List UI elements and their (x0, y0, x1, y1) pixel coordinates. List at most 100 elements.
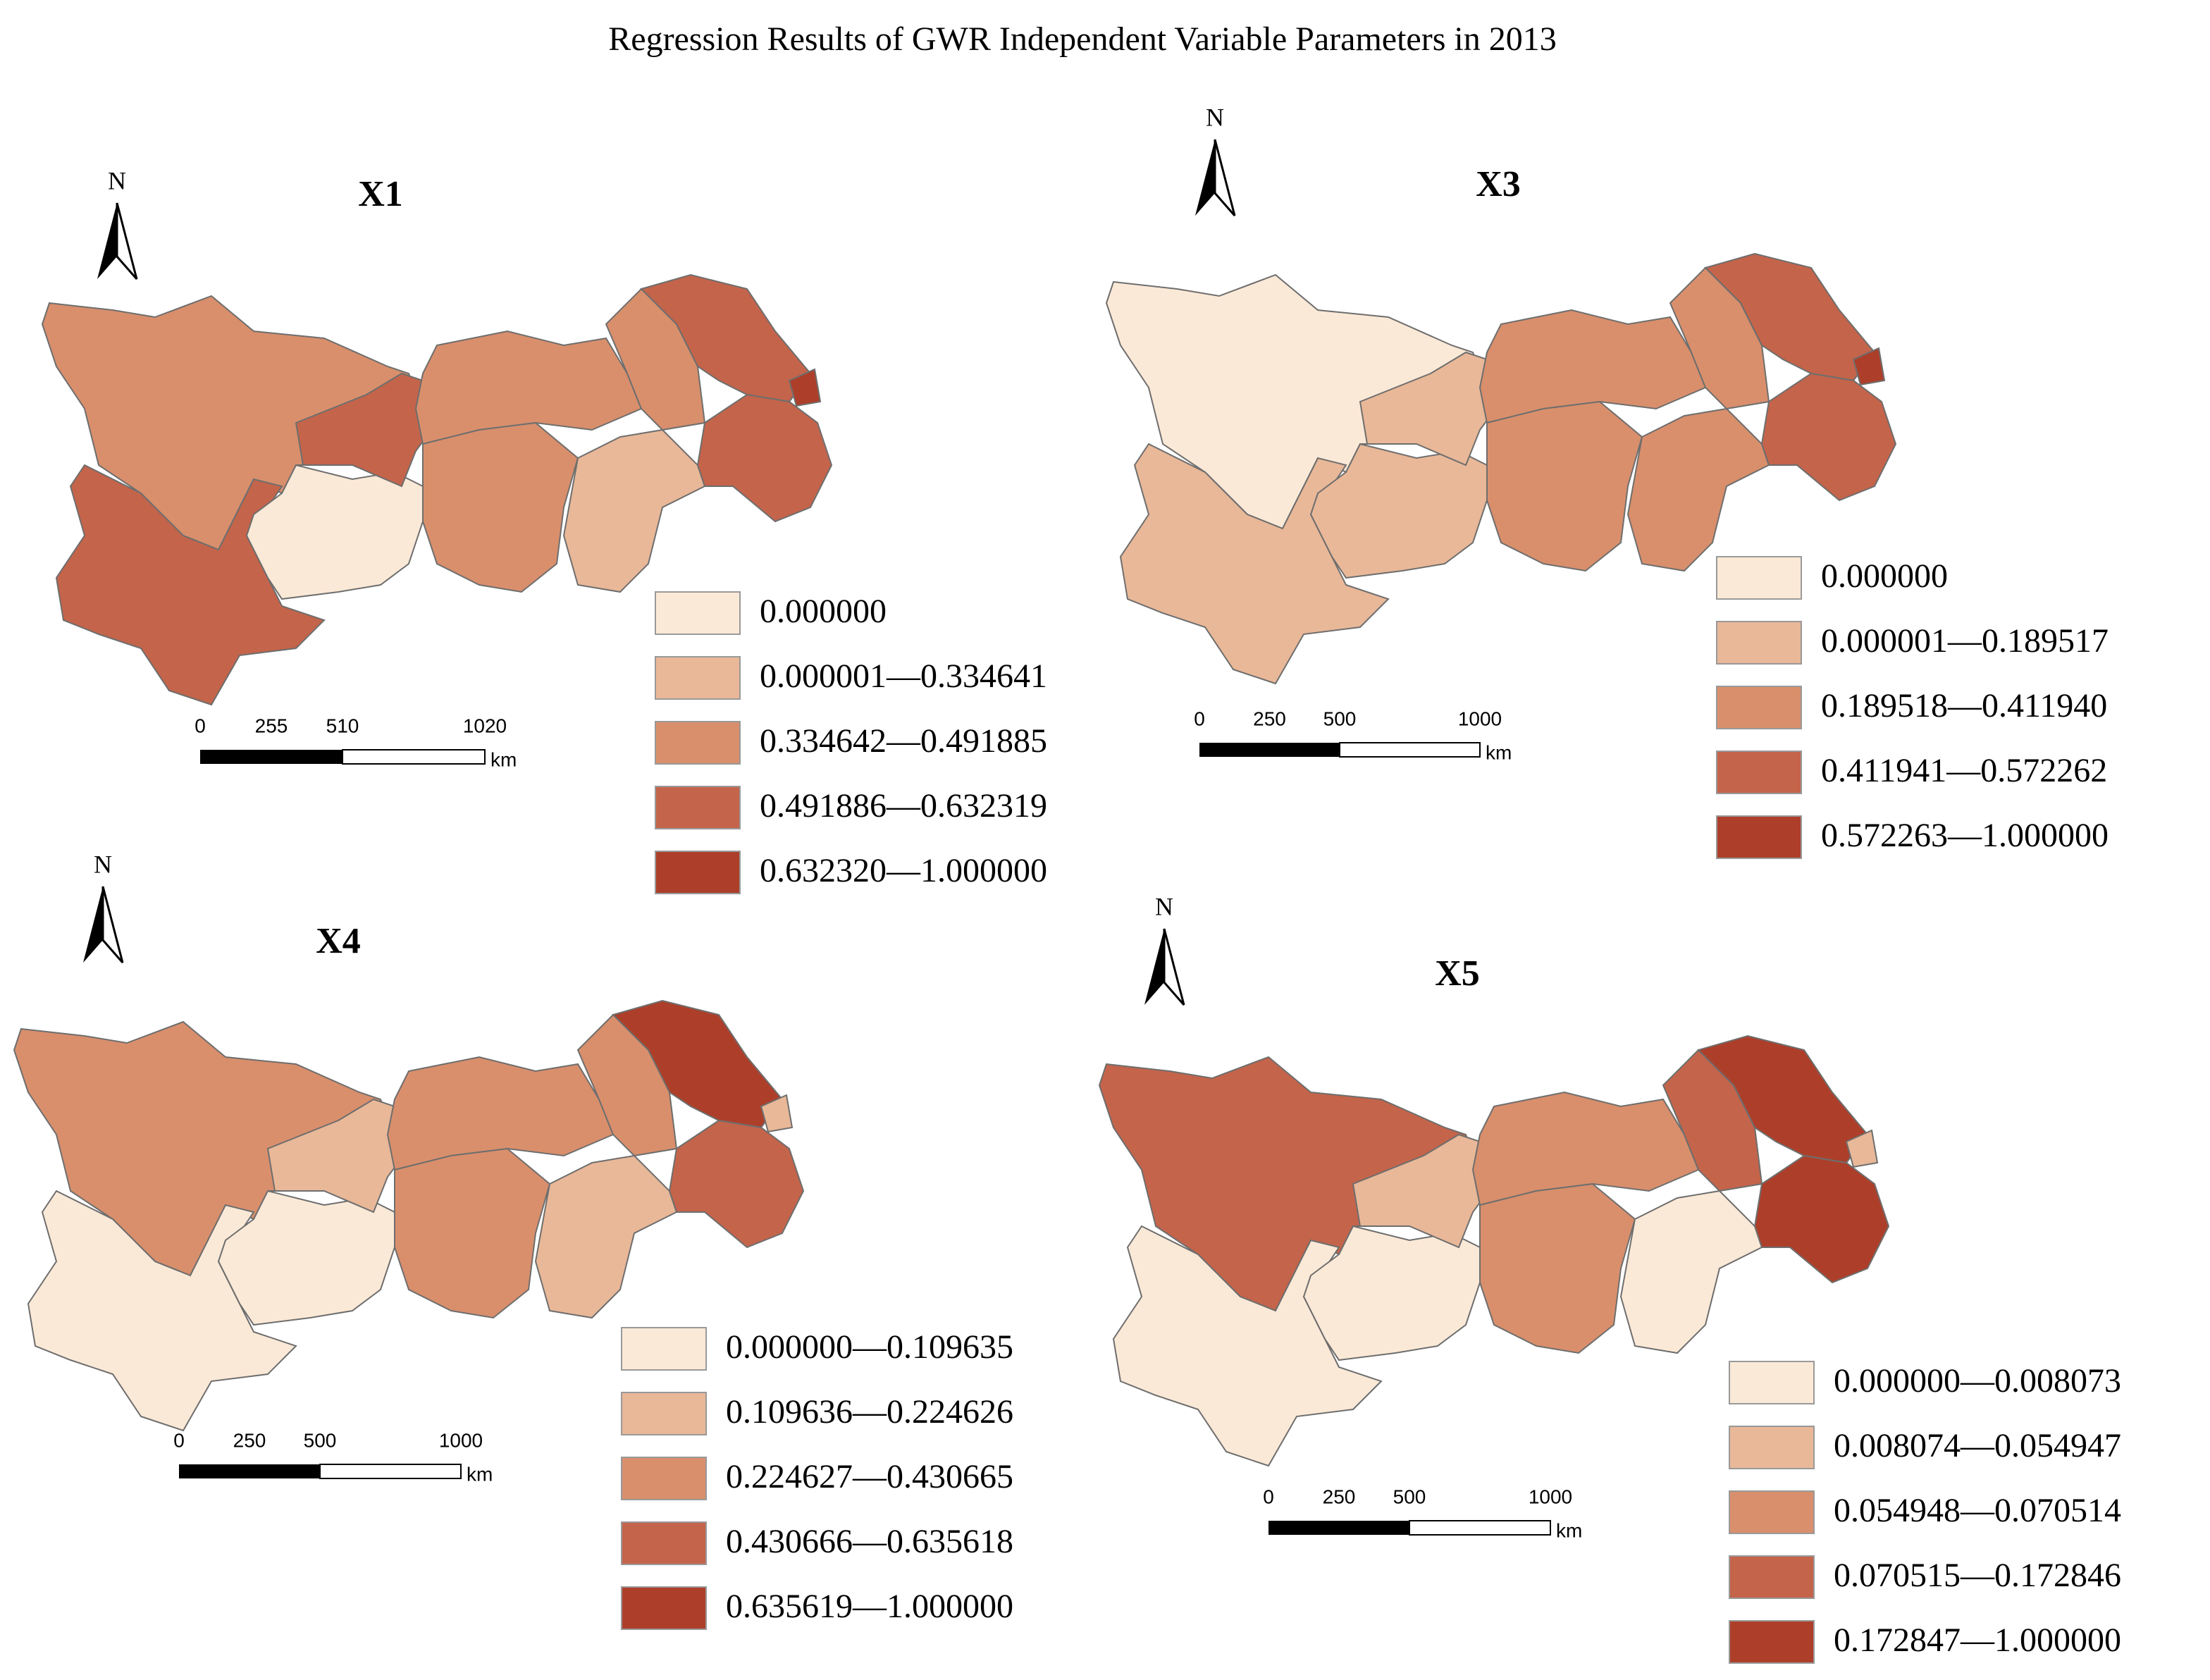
province (534, 1154, 678, 1319)
scale-bar (1268, 1521, 1409, 1535)
legend-swatch (621, 1327, 707, 1371)
legend-swatch (621, 1457, 707, 1500)
province (788, 368, 822, 407)
scale-label: 250 (1253, 708, 1286, 729)
province (1619, 1190, 1763, 1354)
map (13, 999, 805, 1432)
scale-label: 500 (1323, 708, 1357, 729)
scale-label: 250 (233, 1429, 266, 1451)
legend-label: 0.572263—1.000000 (1821, 817, 2109, 854)
map-panel: X3 N 0.000000 0.000001—0.189517 0.189518—0.4… (1105, 103, 2109, 859)
province (1760, 372, 1897, 502)
province (760, 1094, 794, 1133)
legend-swatch (1729, 1555, 1815, 1599)
scale-label: 1000 (439, 1429, 483, 1451)
province (668, 1119, 805, 1249)
panel-title: X4 (316, 921, 361, 961)
province (1479, 1182, 1636, 1354)
legend-swatch (1729, 1361, 1815, 1404)
province (1626, 407, 1770, 572)
scale-label: 1000 (1458, 708, 1502, 729)
north-arrow (1163, 928, 1185, 1006)
province (414, 330, 643, 445)
legend-label: 0.632320—1.000000 (760, 852, 1047, 889)
province (217, 1190, 395, 1326)
legend-label: 0.172847—1.000000 (1834, 1622, 2121, 1659)
scale-label: 0 (173, 1429, 185, 1451)
legend-swatch (621, 1392, 707, 1435)
legend-swatch (1716, 751, 1802, 794)
legend-label: 0.070515—0.172846 (1834, 1557, 2121, 1594)
legend-label: 0.000000—0.008073 (1834, 1362, 2121, 1400)
province (1753, 1154, 1890, 1284)
map (1098, 1034, 1890, 1467)
map (41, 273, 833, 706)
province (1471, 1091, 1700, 1206)
province (1302, 1225, 1481, 1361)
scale-label: 250 (1323, 1486, 1356, 1507)
north-arrow (1195, 140, 1215, 216)
legend-label: 0.224627—0.430665 (726, 1458, 1013, 1495)
province (55, 464, 326, 706)
scale-bar (200, 750, 342, 764)
province (386, 1056, 615, 1171)
map-panel: X4 N 0.000000—0.109635 0.109636—0.224626 0.2… (13, 850, 1013, 1630)
legend-label: 0.000000 (760, 593, 887, 630)
north-label: N (94, 850, 112, 878)
scale-bar (319, 1464, 462, 1479)
province (1479, 309, 1707, 424)
province (1486, 400, 1643, 572)
north-arrow (101, 886, 124, 963)
legend-swatch (655, 851, 741, 894)
province (562, 428, 706, 593)
legend-swatch (655, 786, 741, 829)
legend-label: 0.000001—0.189517 (1821, 622, 2109, 660)
panel-title: X3 (1476, 164, 1521, 204)
scale-bar (1409, 1520, 1551, 1536)
legend-label: 0.008074—0.054947 (1834, 1427, 2121, 1464)
province (394, 1147, 551, 1319)
legend-label: 0.411941—0.572262 (1821, 752, 2107, 789)
panel-title: X1 (358, 174, 403, 214)
north-arrow (1144, 929, 1164, 1005)
legend-swatch (1729, 1490, 1815, 1534)
scale-unit: km (1486, 741, 1512, 763)
scale-unit: km (1556, 1519, 1582, 1541)
province (245, 464, 424, 600)
legend-label: 0.189518—0.411940 (1821, 687, 2107, 724)
scale-label: 1000 (1529, 1486, 1572, 1507)
north-arrow (1214, 139, 1236, 216)
province (1309, 443, 1488, 579)
province (27, 1190, 297, 1432)
north-arrow (97, 203, 117, 279)
scale-unit: km (490, 748, 517, 770)
legend-swatch (1716, 621, 1802, 665)
scale-bar (1199, 743, 1340, 757)
north-arrow (116, 202, 138, 280)
province (1845, 1129, 1879, 1168)
legend-label: 0.430666—0.635618 (726, 1523, 1013, 1560)
legend-swatch (655, 721, 741, 765)
legend-label: 0.334642—0.491885 (760, 722, 1047, 760)
north-label: N (1206, 103, 1224, 131)
scale-bar (342, 749, 486, 765)
province (1112, 1225, 1383, 1467)
map-panel: X5 N 0.000000—0.008073 0.008074—0.054947 0.0… (1098, 892, 2121, 1664)
legend-swatch (1716, 556, 1802, 600)
scale-label: 255 (255, 715, 288, 736)
scale-label: 510 (326, 715, 359, 736)
scale-label: 0 (1263, 1486, 1274, 1507)
north-label: N (108, 166, 126, 194)
legend-swatch (621, 1521, 707, 1565)
north-arrow (83, 887, 103, 963)
scale-label: 0 (195, 715, 206, 736)
scale-label: 0 (1194, 708, 1205, 729)
map-panel: X1 N 0.000000 0.000001—0.334641 0.334642—0.4… (41, 166, 1047, 894)
scale-unit: km (467, 1463, 493, 1485)
province (696, 393, 833, 523)
province (1119, 443, 1390, 685)
legend-swatch (1729, 1426, 1815, 1469)
panel-title: X5 (1435, 953, 1480, 994)
